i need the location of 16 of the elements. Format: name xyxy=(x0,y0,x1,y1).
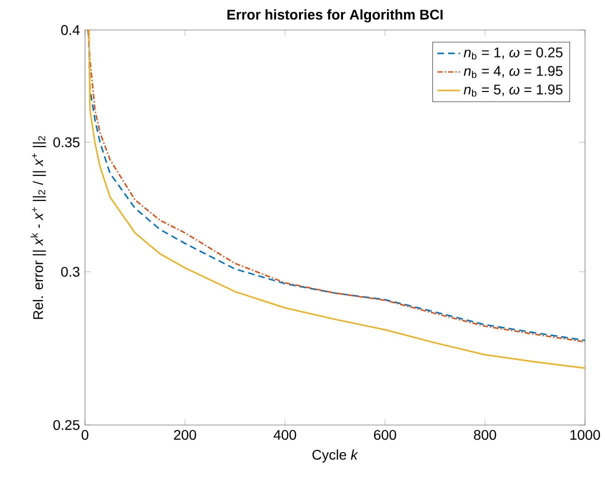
x-tick-label: 600 xyxy=(374,430,396,440)
x-tick-label: 0 xyxy=(82,430,88,440)
text: Rel. error || x$^{k}$ - x$^{+}$ ||$_{2}$ / || x$^{+}$ ||$_{2}$ xyxy=(30,136,46,319)
legend-label: n$_{b}$ = 1, ω = 0.25 xyxy=(464,47,562,60)
y-tick-label: 0.25 xyxy=(53,420,80,430)
x-tick-label: 200 xyxy=(174,430,196,440)
y-tick-label: 0.35 xyxy=(53,137,80,148)
legend-label: n$_{b}$ = 5, ω = 1.95 xyxy=(464,84,562,97)
x-axis-title: Cycle k xyxy=(312,449,358,463)
x-tick-label: 1000 xyxy=(570,430,600,440)
legend-label: n$_{b}$ = 4, ω = 1.95 xyxy=(464,66,562,78)
y-tick-label: 0.4 xyxy=(61,25,80,35)
chart-title: Error histories for Algorithm BCI xyxy=(227,9,443,22)
x-tick-label: 800 xyxy=(474,430,496,440)
y-tick-label: 0.3 xyxy=(61,266,80,277)
x-tick-label: 400 xyxy=(274,430,296,440)
